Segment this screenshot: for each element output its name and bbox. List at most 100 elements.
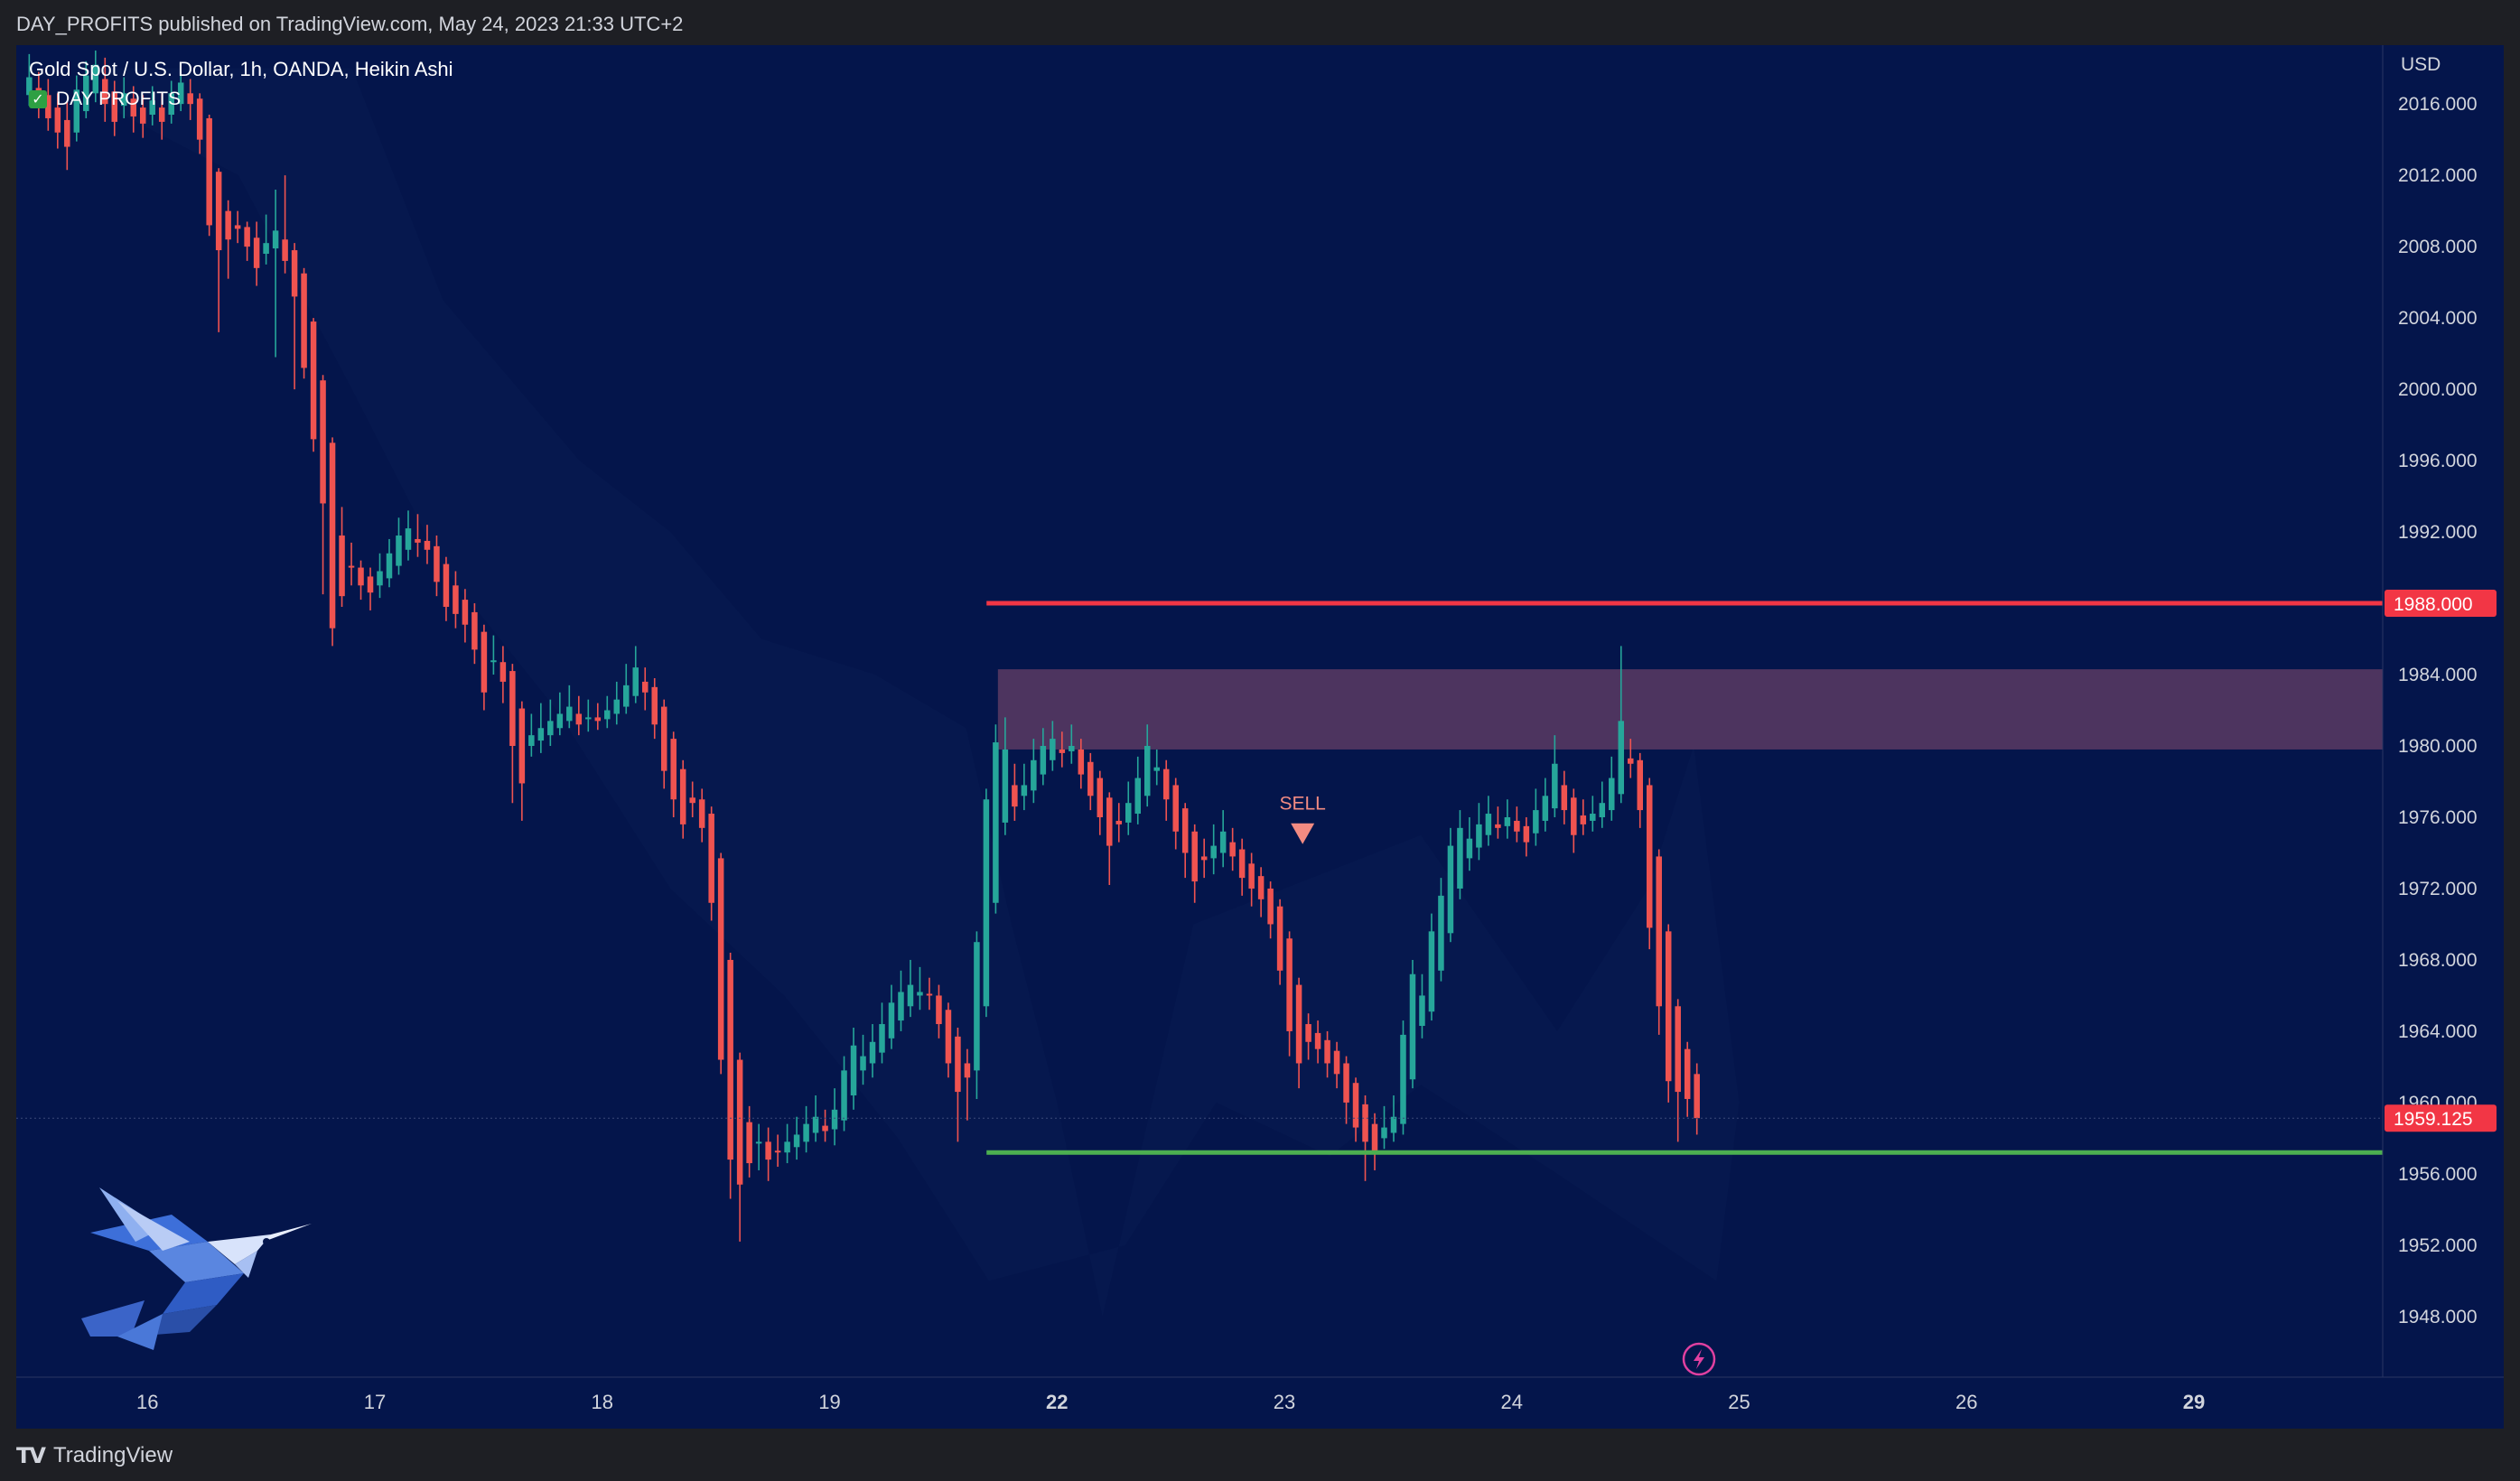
candle-body [528, 735, 535, 747]
candle-body [1646, 785, 1653, 928]
candle-body [282, 239, 288, 261]
price-axis[interactable]: USD 2016.000 2012.000 2008.000 2004.000 2000.… [2382, 45, 2497, 1377]
indicator-background-shape [101, 68, 1740, 1317]
checkbox-icon[interactable]: ✓ [29, 90, 47, 108]
time-axis[interactable]: 16 17 18 19 22 23 24 25 26 29 [16, 1376, 2504, 1413]
resistance-price-label-box [2385, 590, 2497, 618]
candle [1050, 721, 1056, 771]
candle-body [708, 814, 714, 903]
candle-body [1040, 746, 1047, 775]
candle [225, 200, 231, 279]
indicator-row[interactable]: ✓ DAY PROFITS [29, 88, 453, 110]
candle [339, 507, 345, 607]
candle [1286, 931, 1293, 1057]
candle-body [358, 567, 364, 586]
candle-body [670, 739, 677, 800]
candle-body [717, 858, 724, 1060]
candle [1466, 816, 1473, 871]
time-tick-label: 17 [364, 1391, 386, 1413]
candle-body [149, 100, 155, 116]
candle-body [405, 528, 412, 550]
price-tick-label: 1964.000 [2398, 1021, 2478, 1042]
candle [736, 1052, 743, 1242]
candle [54, 93, 61, 149]
candle-body [434, 545, 440, 582]
candle-body [1466, 838, 1473, 859]
candle [367, 567, 374, 610]
candle [964, 1048, 971, 1121]
candle-body [1428, 931, 1435, 1012]
candle-body [1514, 820, 1520, 832]
price-tick-label: 2004.000 [2398, 308, 2478, 329]
candle-body [301, 273, 307, 368]
candle [215, 168, 222, 332]
candle [1162, 759, 1170, 821]
candle-body [1314, 1032, 1321, 1049]
candle [462, 589, 469, 643]
last-price-label-box [2385, 1104, 2497, 1132]
candle [1684, 1041, 1691, 1117]
candle-body [1050, 739, 1056, 760]
candle-body [348, 565, 355, 568]
candle-body [1352, 1083, 1359, 1128]
candle-body [1191, 831, 1198, 882]
sell-zone-rect [997, 669, 2383, 750]
tradingview-logo-icon: TV [16, 1443, 46, 1468]
candle [1115, 803, 1123, 843]
candle [670, 731, 677, 817]
price-tick-label: 1972.000 [2398, 879, 2478, 899]
candle [111, 80, 118, 136]
currency-label: USD [2401, 54, 2441, 75]
candle [974, 931, 980, 1099]
candle [1153, 749, 1160, 786]
candle [1485, 796, 1492, 846]
candle-body [1362, 1104, 1368, 1142]
candle [528, 713, 535, 757]
candle [92, 50, 99, 103]
candle [955, 1027, 961, 1142]
candle [566, 685, 573, 729]
candle [1504, 799, 1511, 839]
candle [1580, 799, 1587, 835]
footer-bar: TV TradingView [0, 1429, 2520, 1481]
candle-body [367, 576, 374, 593]
indicator-shape [101, 68, 1740, 1317]
candle-body [1684, 1048, 1691, 1099]
candle-body [1533, 810, 1539, 834]
candle [424, 525, 431, 564]
candle [936, 984, 942, 1039]
price-tick-label: 1984.000 [2398, 665, 2478, 685]
time-tick-label: 24 [1501, 1391, 1523, 1413]
candle-body [272, 230, 279, 249]
candle [149, 86, 155, 126]
candle-body [1021, 785, 1028, 796]
symbol-title[interactable]: Gold Spot / U.S. Dollar, 1h, OANDA, Heik… [29, 58, 453, 80]
candle [926, 977, 933, 1011]
candle-body [936, 995, 942, 1025]
candle-body [1523, 825, 1530, 843]
candle [320, 375, 326, 595]
tradingview-brand[interactable]: TV TradingView [16, 1443, 173, 1468]
candle [518, 701, 526, 821]
candle [698, 788, 705, 843]
candle [888, 984, 895, 1049]
candle [784, 1123, 790, 1164]
candle-body [377, 571, 383, 586]
alert-bolt-icon[interactable] [1682, 1342, 1716, 1376]
candle [415, 514, 421, 557]
candle [755, 1123, 762, 1170]
candle-body [736, 1059, 743, 1185]
time-tick-label: 19 [818, 1391, 840, 1413]
price-axis-background [2383, 45, 2504, 1377]
candle-body [481, 631, 488, 693]
price-chart[interactable]: USD 2016.000 2012.000 2008.000 2004.000 2000.… [0, 45, 2520, 1429]
candle [348, 542, 355, 586]
candle-body [1031, 759, 1037, 791]
candle [1143, 724, 1151, 807]
candle-body [1665, 931, 1672, 1082]
candle-body [1580, 815, 1587, 824]
candle-body [1495, 824, 1501, 828]
candle-body [518, 708, 526, 784]
publish-info: DAY_PROFITS published on TradingView.com… [16, 13, 684, 35]
candle [1552, 735, 1558, 817]
